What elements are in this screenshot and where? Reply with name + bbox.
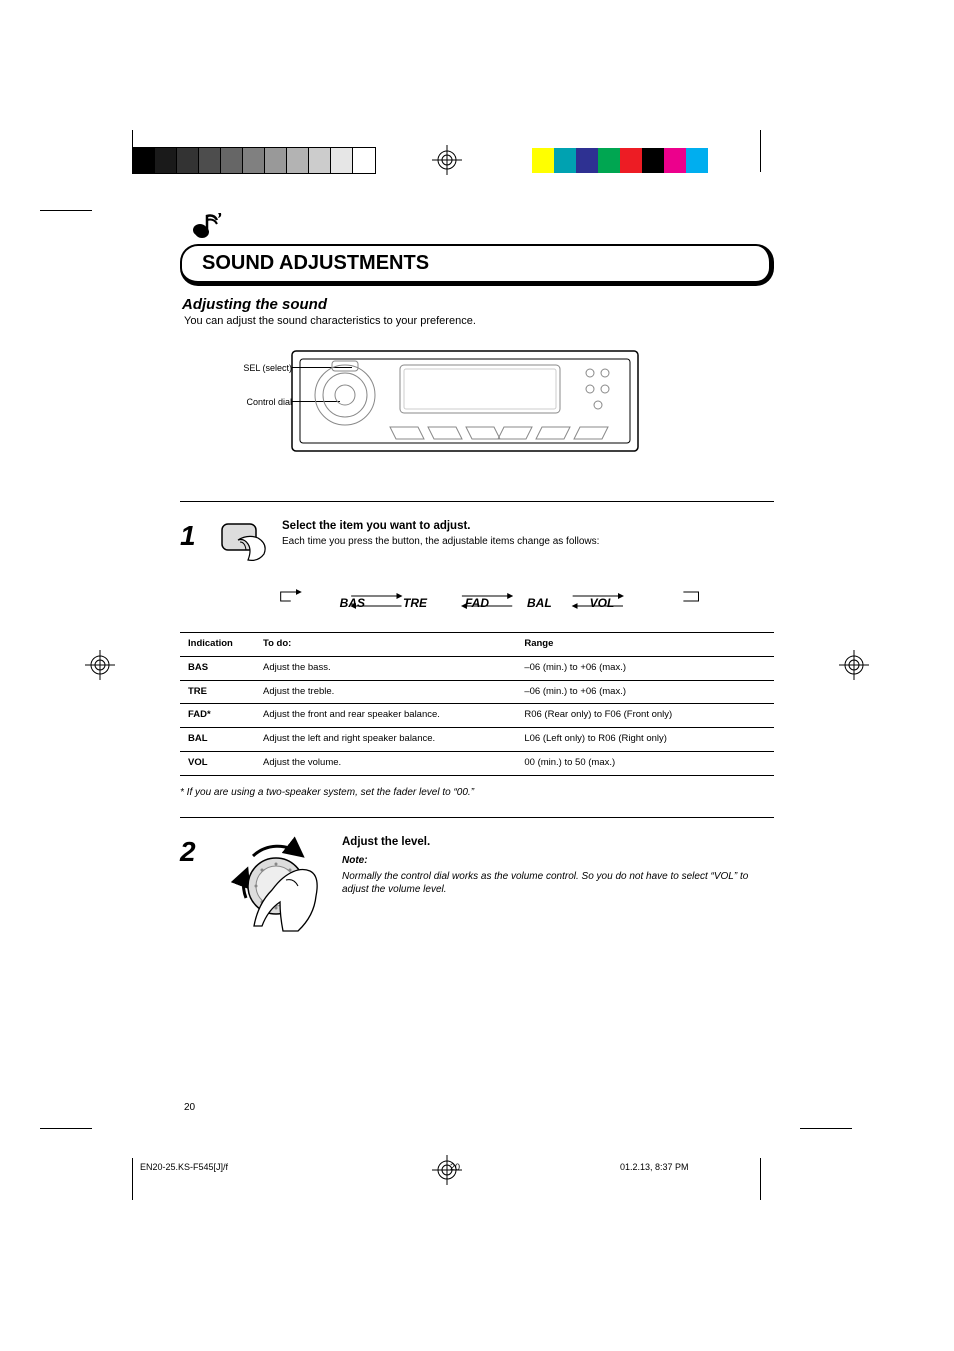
page-content: SOUND ADJUSTMENTS Adjusting the sound Yo… (180, 210, 774, 944)
car-stereo-illustration (290, 345, 640, 465)
col-header-range: Range (516, 633, 774, 657)
registration-mark-right (839, 650, 869, 680)
cycle-item: FAD (461, 596, 493, 610)
cycle-item: TRE (399, 596, 431, 610)
step-2-note: Note: Normally the control dial works as… (342, 854, 774, 897)
cell-range: –06 (min.) to +06 (max.) (516, 680, 774, 704)
section-description: You can adjust the sound characteristics… (184, 315, 774, 327)
cell-indication: BAL (180, 728, 255, 752)
crop-mark (800, 1128, 852, 1129)
step-1-heading: Select the item you want to adjust. (282, 520, 774, 532)
table-row: FAD*Adjust the front and rear speaker ba… (180, 704, 774, 728)
cycle-item: BAS (336, 596, 369, 610)
footer-timestamp: 01.2.13, 8:37 PM (620, 1162, 689, 1172)
step-number: 2 (180, 836, 204, 868)
table-row: BALAdjust the left and right speaker bal… (180, 728, 774, 752)
registration-mark-top (432, 145, 462, 175)
page-title: SOUND ADJUSTMENTS (180, 244, 774, 286)
cell-indication: BAS (180, 656, 255, 680)
step-2-heading: Adjust the level. (342, 836, 774, 848)
table-row: TREAdjust the treble.–06 (min.) to +06 (… (180, 680, 774, 704)
divider (180, 501, 774, 502)
footer-filename: EN20-25.KS-F545[J]/f (140, 1162, 228, 1172)
cell-todo: Adjust the bass. (255, 656, 516, 680)
music-note-icon (190, 210, 226, 240)
step-1-desc: Each time you press the button, the adju… (282, 535, 774, 549)
registration-mark-left (85, 650, 115, 680)
col-header-indication: Indication (180, 633, 255, 657)
section-subtitle: Adjusting the sound (182, 296, 774, 313)
step-number: 1 (180, 520, 204, 552)
cycle-diagram: BAS TRE FAD BAL VOL (180, 584, 774, 622)
settings-table: Indication To do: Range BASAdjust the ba… (180, 632, 774, 776)
crop-mark (760, 1158, 761, 1200)
col-header-todo: To do: (255, 633, 516, 657)
step-2: 2 (180, 836, 774, 936)
cell-range: –06 (min.) to +06 (max.) (516, 656, 774, 680)
cell-range: L06 (Left only) to R06 (Right only) (516, 728, 774, 752)
divider (180, 817, 774, 818)
cell-indication: TRE (180, 680, 255, 704)
cycle-item: VOL (586, 596, 619, 610)
crop-mark (760, 130, 761, 172)
cell-todo: Adjust the left and right speaker balanc… (255, 728, 516, 752)
note-label: Note: (342, 855, 368, 866)
table-row: VOLAdjust the volume.00 (min.) to 50 (ma… (180, 752, 774, 776)
cycle-item: BAL (523, 596, 556, 610)
crop-mark (132, 1158, 133, 1200)
grayscale-colorbar (133, 148, 375, 173)
cell-indication: VOL (180, 752, 255, 776)
sel-button-figure (218, 520, 268, 570)
footer-page-indicator: 20 (450, 1162, 460, 1172)
label-sel: SEL (select) (204, 363, 292, 374)
step-1: 1 Select the item you want to adjust. Ea… (180, 520, 774, 570)
note-body: Normally the control dial works as the v… (342, 870, 774, 897)
control-dial-figure (228, 836, 328, 936)
car-stereo-figure: SEL (select) Control dial (180, 345, 774, 485)
cell-todo: Adjust the volume. (255, 752, 516, 776)
crop-mark (40, 1128, 92, 1129)
cell-range: R06 (Rear only) to F06 (Front only) (516, 704, 774, 728)
cell-todo: Adjust the treble. (255, 680, 516, 704)
cell-range: 00 (min.) to 50 (max.) (516, 752, 774, 776)
hue-colorbar (532, 148, 708, 173)
cell-todo: Adjust the front and rear speaker balanc… (255, 704, 516, 728)
page-number: 20 (184, 1102, 195, 1113)
footnote: * If you are using a two-speaker system,… (180, 786, 774, 800)
label-control-dial: Control dial (204, 397, 292, 408)
table-header-row: Indication To do: Range (180, 633, 774, 657)
cell-indication: FAD* (180, 704, 255, 728)
crop-mark (40, 210, 92, 211)
table-row: BASAdjust the bass.–06 (min.) to +06 (ma… (180, 656, 774, 680)
